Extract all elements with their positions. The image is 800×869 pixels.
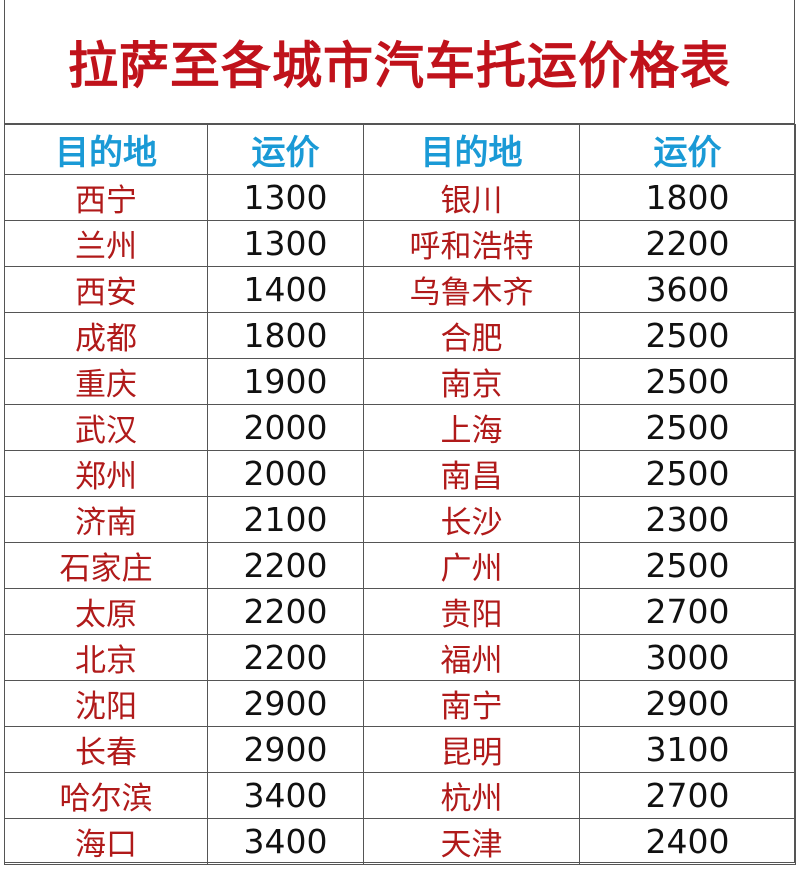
price-cell: 2200 bbox=[207, 634, 364, 681]
destination-cell: 郑州 bbox=[4, 450, 208, 497]
price-cell: 2700 bbox=[579, 772, 796, 819]
destination-cell: 呼和浩特 bbox=[363, 220, 580, 267]
destination-cell: 济南 bbox=[4, 496, 208, 543]
destination-cell: 南京 bbox=[363, 358, 580, 405]
destination-cell: 广州 bbox=[363, 542, 580, 589]
destination-cell: 上海 bbox=[363, 404, 580, 451]
price-cell: 1900 bbox=[207, 358, 364, 405]
price-cell: 2300 bbox=[579, 496, 796, 543]
destination-cell: 海口 bbox=[4, 818, 208, 865]
destination-cell: 银川 bbox=[363, 174, 580, 221]
table-row: 兰州 1300 呼和浩特 2200 bbox=[4, 220, 796, 267]
price-cell: 1800 bbox=[207, 312, 364, 359]
header-price: 运价 bbox=[579, 124, 796, 175]
table-row: 成都 1800 合肥 2500 bbox=[4, 312, 796, 359]
destination-cell: 石家庄 bbox=[4, 542, 208, 589]
price-cell: 1800 bbox=[579, 174, 796, 221]
destination-cell: 北京 bbox=[4, 634, 208, 681]
price-cell: 2200 bbox=[207, 542, 364, 589]
destination-cell: 乌鲁木齐 bbox=[363, 266, 580, 313]
price-cell: 2900 bbox=[207, 680, 364, 727]
table-row: 重庆 1900 南京 2500 bbox=[4, 358, 796, 405]
price-cell: 3600 bbox=[579, 266, 796, 313]
destination-cell: 南昌 bbox=[363, 450, 580, 497]
table-row: 西安 1400 乌鲁木齐 3600 bbox=[4, 266, 796, 313]
price-cell: 2200 bbox=[207, 588, 364, 635]
price-cell: 3400 bbox=[207, 772, 364, 819]
price-cell: 2500 bbox=[579, 542, 796, 589]
price-cell: 3100 bbox=[579, 726, 796, 773]
destination-cell: 合肥 bbox=[363, 312, 580, 359]
destination-cell: 昆明 bbox=[363, 726, 580, 773]
header-price: 运价 bbox=[207, 124, 364, 175]
destination-cell: 成都 bbox=[4, 312, 208, 359]
table-row: 武汉 2000 上海 2500 bbox=[4, 404, 796, 451]
destination-cell: 西安 bbox=[4, 266, 208, 313]
header-destination: 目的地 bbox=[363, 124, 580, 175]
destination-cell: 长沙 bbox=[363, 496, 580, 543]
table-row: 海口 3400 天津 2400 bbox=[4, 818, 796, 865]
price-cell: 2900 bbox=[579, 680, 796, 727]
destination-cell: 哈尔滨 bbox=[4, 772, 208, 819]
table-row: 西宁 1300 银川 1800 bbox=[4, 174, 796, 221]
header-destination: 目的地 bbox=[4, 124, 208, 175]
price-cell: 2500 bbox=[579, 312, 796, 359]
price-cell: 1400 bbox=[207, 266, 364, 313]
price-cell: 2500 bbox=[579, 358, 796, 405]
price-cell: 2100 bbox=[207, 496, 364, 543]
price-cell: 3000 bbox=[579, 634, 796, 681]
table-row: 沈阳 2900 南宁 2900 bbox=[4, 680, 796, 727]
destination-cell: 重庆 bbox=[4, 358, 208, 405]
price-cell: 1300 bbox=[207, 174, 364, 221]
price-cell: 2000 bbox=[207, 404, 364, 451]
table-row: 石家庄 2200 广州 2500 bbox=[4, 542, 796, 589]
price-cell: 2000 bbox=[207, 450, 364, 497]
price-cell: 3400 bbox=[207, 818, 364, 865]
destination-cell: 杭州 bbox=[363, 772, 580, 819]
table-row: 北京 2200 福州 3000 bbox=[4, 634, 796, 681]
destination-cell: 长春 bbox=[4, 726, 208, 773]
price-cell: 2200 bbox=[579, 220, 796, 267]
page-title: 拉萨至各城市汽车托运价格表 bbox=[4, 0, 795, 124]
destination-cell: 沈阳 bbox=[4, 680, 208, 727]
price-table: 目的地 运价 目的地 运价 西宁 1300 银川 1800 兰州 1300 呼和浩特 2200… bbox=[4, 124, 796, 865]
header-row: 目的地 运价 目的地 运价 bbox=[4, 124, 796, 175]
table-row: 太原 2200 贵阳 2700 bbox=[4, 588, 796, 635]
price-cell: 2900 bbox=[207, 726, 364, 773]
destination-cell: 福州 bbox=[363, 634, 580, 681]
destination-cell: 兰州 bbox=[4, 220, 208, 267]
table-row: 哈尔滨 3400 杭州 2700 bbox=[4, 772, 796, 819]
price-cell: 1300 bbox=[207, 220, 364, 267]
destination-cell: 贵阳 bbox=[363, 588, 580, 635]
table-row: 济南 2100 长沙 2300 bbox=[4, 496, 796, 543]
price-cell: 2500 bbox=[579, 450, 796, 497]
destination-cell: 天津 bbox=[363, 818, 580, 865]
destination-cell: 武汉 bbox=[4, 404, 208, 451]
price-cell: 2700 bbox=[579, 588, 796, 635]
table-row: 长春 2900 昆明 3100 bbox=[4, 726, 796, 773]
table-row: 郑州 2000 南昌 2500 bbox=[4, 450, 796, 497]
destination-cell: 南宁 bbox=[363, 680, 580, 727]
destination-cell: 西宁 bbox=[4, 174, 208, 221]
destination-cell: 太原 bbox=[4, 588, 208, 635]
price-cell: 2500 bbox=[579, 404, 796, 451]
price-cell: 2400 bbox=[579, 818, 796, 865]
